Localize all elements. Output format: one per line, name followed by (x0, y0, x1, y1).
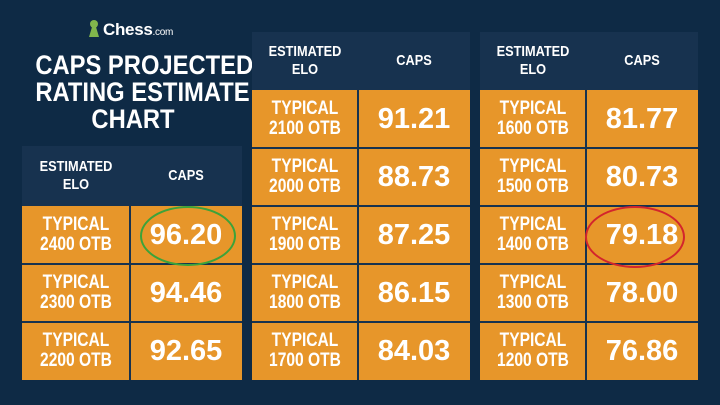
row-divider (22, 263, 242, 265)
caps-value: 94.46 (149, 276, 223, 309)
row-divider (252, 147, 470, 149)
elo-label: TYPICAL 1700 OTB (269, 330, 341, 371)
caps-value: 87.25 (377, 218, 451, 251)
header-caps: CAPS (624, 52, 660, 69)
row-divider (480, 205, 698, 207)
table-row: TYPICAL 2200 OTB 92.65 (22, 322, 242, 380)
row-divider (22, 321, 242, 323)
elo-label: TYPICAL 1500 OTB (497, 156, 569, 197)
elo-label: TYPICAL 1400 OTB (497, 214, 569, 255)
table-row: TYPICAL 1700 OTB 84.03 (252, 322, 470, 380)
row-divider (480, 147, 698, 149)
table-header: ESTIMATED ELO CAPS (22, 146, 242, 206)
row-divider (480, 321, 698, 323)
table-row: TYPICAL 1400 OTB 79.18 (480, 206, 698, 264)
caps-value: 79.18 (605, 218, 679, 251)
table-header: ESTIMATED ELO CAPS (252, 32, 470, 90)
title-line-1: CAPS PROJECTED (35, 50, 254, 80)
header-estimated-elo: ESTIMATED ELO (39, 158, 113, 193)
table-row: TYPICAL 2100 OTB 91.21 (252, 90, 470, 148)
elo-label: TYPICAL 2100 OTB (269, 98, 341, 139)
brand-name: Chess.com (103, 20, 174, 39)
caps-value: 91.21 (377, 102, 451, 135)
title-line-3: CHART (91, 104, 175, 134)
rating-table-2: ESTIMATED ELO CAPS TYPICAL 2100 OTB 91.21 … (252, 32, 470, 380)
title-line-2: RATING ESTIMATE (35, 77, 250, 107)
caps-value: 76.86 (605, 334, 679, 367)
caps-value: 92.65 (149, 334, 223, 367)
elo-label: TYPICAL 2200 OTB (40, 330, 112, 371)
caps-value: 81.77 (605, 102, 679, 135)
elo-label: TYPICAL 2000 OTB (269, 156, 341, 197)
rating-table-1: ESTIMATED ELO CAPS TYPICAL 2400 OTB 96.20 … (22, 146, 242, 380)
table-row: TYPICAL 2300 OTB 94.46 (22, 264, 242, 322)
caps-value: 78.00 (605, 276, 679, 309)
table-row: TYPICAL 1200 OTB 76.86 (480, 322, 698, 380)
table-row: TYPICAL 1800 OTB 86.15 (252, 264, 470, 322)
pawn-icon (88, 20, 100, 40)
row-divider (480, 263, 698, 265)
caps-value: 80.73 (605, 160, 679, 193)
elo-label: TYPICAL 1300 OTB (497, 272, 569, 313)
caps-value: 96.20 (149, 218, 223, 251)
header-caps: CAPS (168, 167, 204, 184)
table-row: TYPICAL 2000 OTB 88.73 (252, 148, 470, 206)
table-row: TYPICAL 2400 OTB 96.20 (22, 206, 242, 264)
page-title: CAPS PROJECTED RATING ESTIMATE CHART (35, 50, 254, 134)
elo-label: TYPICAL 1600 OTB (497, 98, 569, 139)
row-divider (252, 205, 470, 207)
row-divider (252, 263, 470, 265)
table-row: TYPICAL 1900 OTB 87.25 (252, 206, 470, 264)
elo-label: TYPICAL 1900 OTB (269, 214, 341, 255)
header-caps: CAPS (396, 52, 432, 69)
header-estimated-elo: ESTIMATED ELO (496, 43, 570, 78)
table-row: TYPICAL 1600 OTB 81.77 (480, 90, 698, 148)
caps-value: 86.15 (377, 276, 451, 309)
rating-table-3: ESTIMATED ELO CAPS TYPICAL 1600 OTB 81.77 … (480, 32, 698, 380)
elo-label: TYPICAL 1800 OTB (269, 272, 341, 313)
caps-value: 84.03 (377, 334, 451, 367)
table-header: ESTIMATED ELO CAPS (480, 32, 698, 90)
elo-label: TYPICAL 1200 OTB (497, 330, 569, 371)
table-row: TYPICAL 1500 OTB 80.73 (480, 148, 698, 206)
caps-value: 88.73 (377, 160, 451, 193)
elo-label: TYPICAL 2300 OTB (40, 272, 112, 313)
chess-com-logo: Chess.com (88, 20, 173, 40)
header-estimated-elo: ESTIMATED ELO (268, 43, 342, 78)
table-row: TYPICAL 1300 OTB 78.00 (480, 264, 698, 322)
row-divider (252, 321, 470, 323)
elo-label: TYPICAL 2400 OTB (40, 214, 112, 255)
